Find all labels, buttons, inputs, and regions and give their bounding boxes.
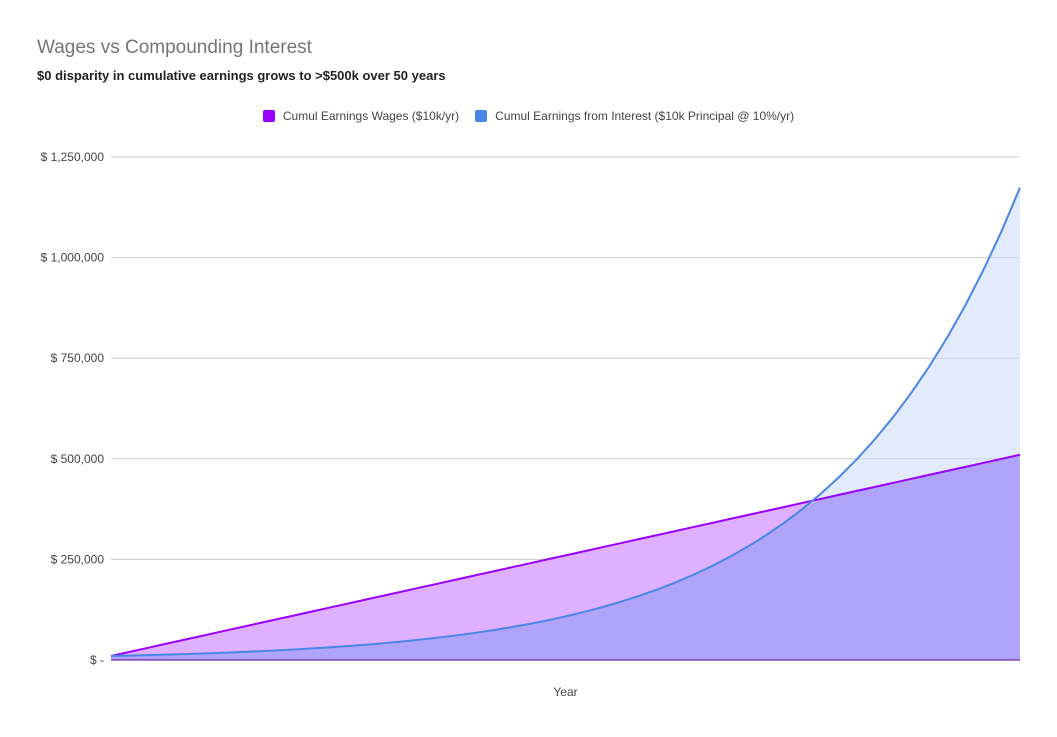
y-tick-label: $ 250,000 <box>51 552 105 566</box>
x-axis-label: Year <box>553 685 577 699</box>
legend-label-wages: Cumul Earnings Wages ($10k/yr) <box>282 109 460 123</box>
legend-item-wages[interactable]: Cumul Earnings Wages ($10k/yr) <box>262 109 460 123</box>
chart-subtitle: $0 disparity in cumulative earnings grow… <box>37 68 446 83</box>
chart-title: Wages vs Compounding Interest <box>37 37 312 58</box>
legend-swatch-interest <box>475 110 488 122</box>
y-tick-label: $ 1,000,000 <box>41 251 105 265</box>
chart-legend: Cumul Earnings Wages ($10k/yr) Cumul Ear… <box>0 109 1057 123</box>
y-tick-label: $ 750,000 <box>51 351 105 365</box>
y-tick-label: $ 500,000 <box>51 452 105 466</box>
series-line-1 <box>110 187 1021 657</box>
legend-swatch-wages <box>262 110 275 122</box>
legend-label-interest: Cumul Earnings from Interest ($10k Princ… <box>495 109 795 123</box>
area-overlap <box>111 454 1020 660</box>
y-tick-label: $ - <box>90 653 104 667</box>
series-line-0 <box>110 453 1021 657</box>
y-tick-label: $ 1,250,000 <box>41 150 105 164</box>
legend-item-interest[interactable]: Cumul Earnings from Interest ($10k Princ… <box>475 109 794 123</box>
